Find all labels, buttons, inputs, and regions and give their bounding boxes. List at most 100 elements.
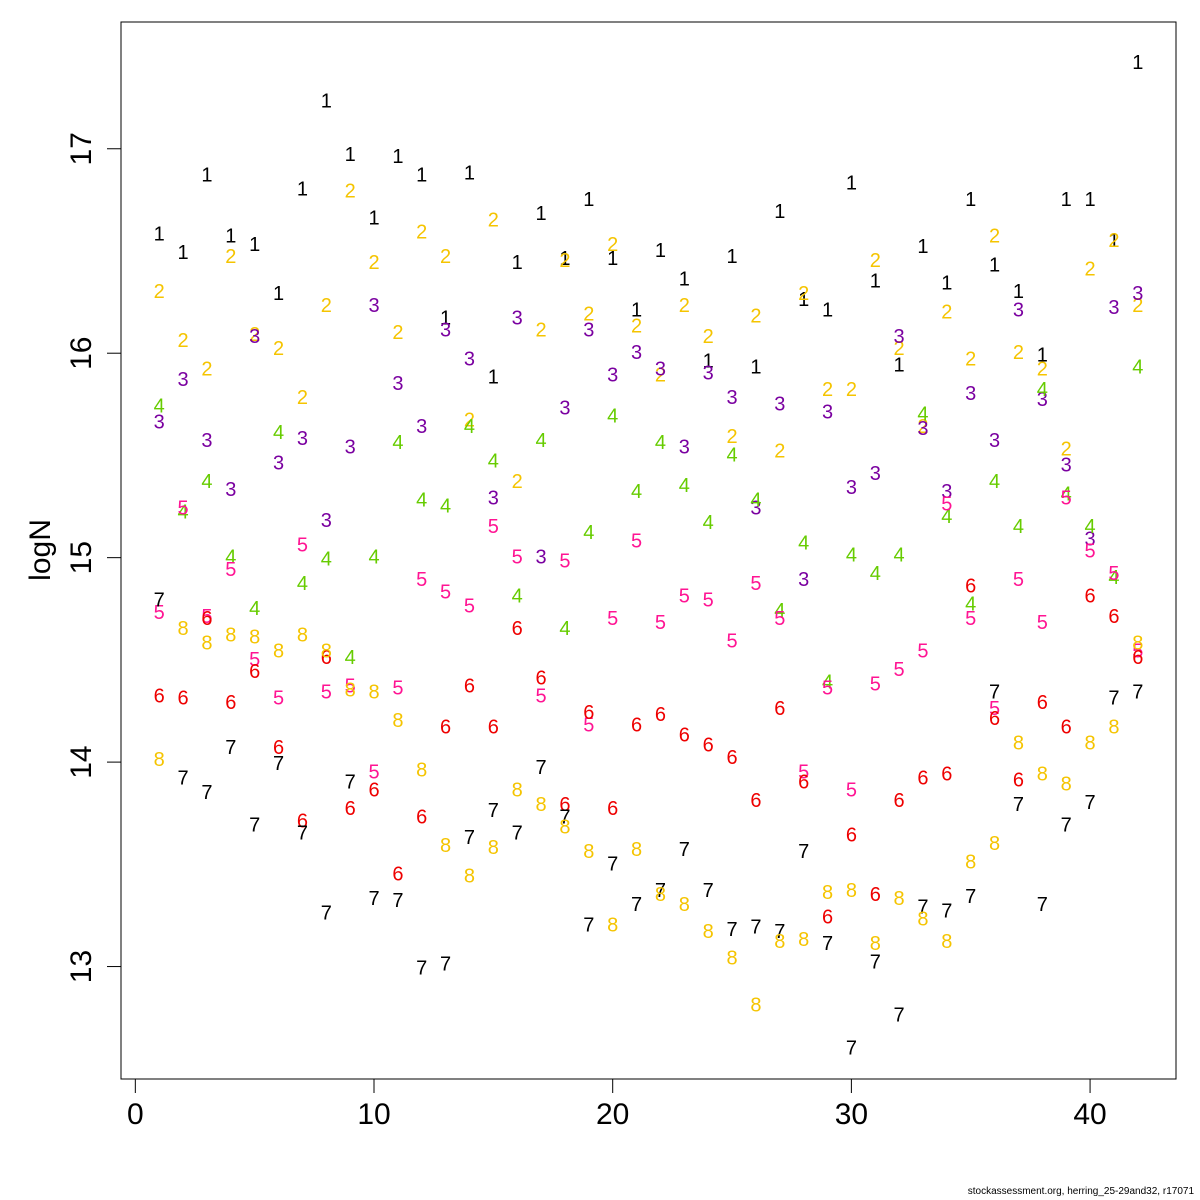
data-point-age-1: 1 — [726, 246, 737, 268]
data-point-age-5: 5 — [1085, 541, 1096, 563]
data-point-age-6: 6 — [798, 772, 809, 794]
data-point-age-2: 2 — [655, 365, 666, 387]
data-point-age-1: 1 — [273, 283, 284, 305]
data-point-age-3: 3 — [1085, 528, 1096, 550]
data-point-age-7: 7 — [154, 590, 165, 612]
data-point-age-7: 7 — [917, 896, 928, 918]
data-point-age-4: 4 — [894, 545, 905, 567]
data-point-age-2: 2 — [488, 209, 499, 231]
data-point-age-3: 3 — [583, 320, 594, 342]
data-point-age-4: 4 — [559, 618, 570, 640]
data-point-age-2: 2 — [321, 295, 332, 317]
data-point-age-6: 6 — [870, 884, 881, 906]
data-point-age-8: 8 — [177, 618, 188, 640]
data-point-age-6: 6 — [917, 767, 928, 789]
data-point-age-4: 4 — [201, 471, 212, 493]
data-point-age-7: 7 — [559, 806, 570, 828]
data-point-age-8: 8 — [1108, 716, 1119, 738]
data-point-age-4: 4 — [726, 444, 737, 466]
data-point-age-2: 2 — [870, 250, 881, 272]
data-point-age-2: 2 — [774, 440, 785, 462]
data-point-age-2: 2 — [512, 471, 523, 493]
data-point-age-1: 1 — [297, 179, 308, 201]
data-point-age-2: 2 — [177, 330, 188, 352]
data-point-age-7: 7 — [201, 782, 212, 804]
x-tick-label: 0 — [127, 1098, 144, 1131]
data-point-age-3: 3 — [345, 436, 356, 458]
data-point-age-4: 4 — [1061, 483, 1072, 505]
data-point-age-3: 3 — [154, 412, 165, 434]
data-point-age-5: 5 — [225, 559, 236, 581]
data-point-age-7: 7 — [536, 757, 547, 779]
data-point-age-5: 5 — [726, 630, 737, 652]
data-point-age-4: 4 — [273, 422, 284, 444]
data-point-age-1: 1 — [536, 203, 547, 225]
data-point-age-2: 2 — [559, 250, 570, 272]
data-point-age-1: 1 — [989, 254, 1000, 276]
data-point-age-7: 7 — [1037, 894, 1048, 916]
data-point-age-4: 4 — [154, 395, 165, 417]
data-point-age-5: 5 — [512, 547, 523, 569]
data-point-age-3: 3 — [1037, 389, 1048, 411]
data-point-age-2: 2 — [392, 322, 403, 344]
data-point-age-1: 1 — [846, 173, 857, 195]
data-point-age-4: 4 — [989, 471, 1000, 493]
data-point-age-2: 2 — [464, 410, 475, 432]
data-point-age-8: 8 — [154, 749, 165, 771]
data-point-age-7: 7 — [703, 880, 714, 902]
data-point-age-2: 2 — [917, 416, 928, 438]
data-point-age-4: 4 — [512, 586, 523, 608]
data-point-age-3: 3 — [917, 418, 928, 440]
data-point-age-1: 1 — [488, 367, 499, 389]
data-point-age-7: 7 — [726, 919, 737, 941]
data-point-age-1: 1 — [154, 224, 165, 246]
data-point-age-6: 6 — [488, 716, 499, 738]
data-point-age-4: 4 — [225, 547, 236, 569]
data-point-age-8: 8 — [679, 894, 690, 916]
data-point-age-1: 1 — [440, 307, 451, 329]
data-point-age-1: 1 — [798, 289, 809, 311]
data-point-age-1: 1 — [1013, 281, 1024, 303]
data-point-age-7: 7 — [321, 902, 332, 924]
data-point-age-1: 1 — [1061, 189, 1072, 211]
data-point-age-2: 2 — [894, 338, 905, 360]
data-point-age-2: 2 — [846, 379, 857, 401]
data-point-age-4: 4 — [631, 481, 642, 503]
data-point-age-2: 2 — [154, 281, 165, 303]
data-point-age-1: 1 — [894, 354, 905, 376]
data-point-age-4: 4 — [297, 573, 308, 595]
data-point-age-5: 5 — [392, 678, 403, 700]
data-point-age-6: 6 — [703, 735, 714, 757]
data-point-age-1: 1 — [464, 162, 475, 184]
data-point-age-7: 7 — [583, 915, 594, 937]
data-point-age-4: 4 — [965, 594, 976, 616]
data-point-age-6: 6 — [1061, 716, 1072, 738]
data-point-age-7: 7 — [512, 823, 523, 845]
data-point-age-1: 1 — [750, 357, 761, 379]
data-point-age-1: 1 — [559, 248, 570, 270]
data-point-age-1: 1 — [583, 189, 594, 211]
data-point-age-8: 8 — [798, 929, 809, 951]
data-point-age-1: 1 — [392, 146, 403, 168]
data-point-age-4: 4 — [846, 545, 857, 567]
data-point-age-2: 2 — [607, 234, 618, 256]
data-point-age-3: 3 — [1108, 297, 1119, 319]
data-point-age-6: 6 — [512, 618, 523, 640]
data-point-age-7: 7 — [416, 958, 427, 980]
data-point-age-7: 7 — [989, 682, 1000, 704]
data-point-age-3: 3 — [798, 569, 809, 591]
data-point-age-3: 3 — [321, 510, 332, 532]
data-point-age-7: 7 — [774, 921, 785, 943]
x-tick-label: 30 — [835, 1098, 868, 1131]
data-point-age-8: 8 — [297, 624, 308, 646]
data-point-age-7: 7 — [464, 827, 475, 849]
data-point-age-3: 3 — [679, 436, 690, 458]
data-point-age-6: 6 — [941, 763, 952, 785]
data-point-age-6: 6 — [1037, 692, 1048, 714]
data-point-age-4: 4 — [1013, 516, 1024, 538]
data-point-age-1: 1 — [1037, 344, 1048, 366]
data-point-age-2: 2 — [249, 324, 260, 346]
data-point-age-7: 7 — [846, 1037, 857, 1059]
y-tick-label: 15 — [65, 541, 98, 574]
data-point-age-7: 7 — [249, 814, 260, 836]
